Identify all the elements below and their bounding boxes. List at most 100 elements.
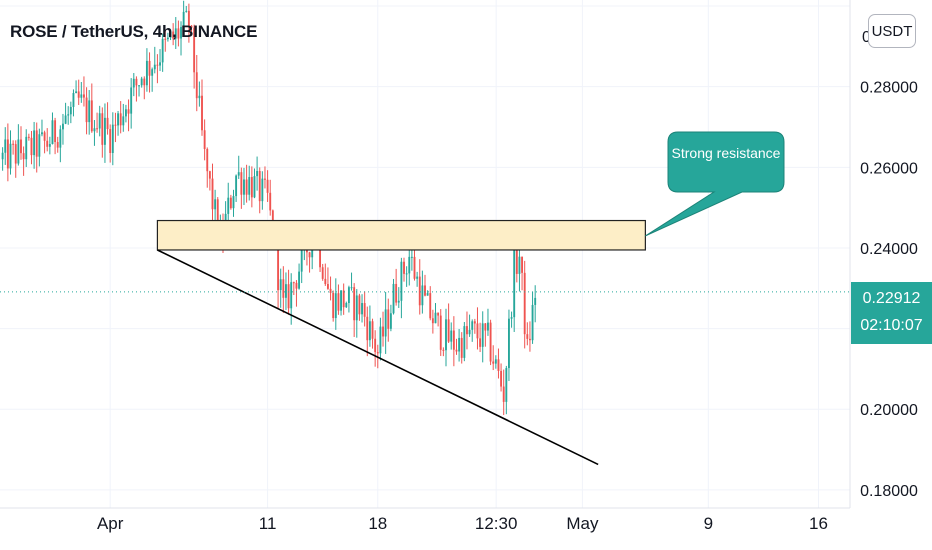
- candle: [35, 122, 38, 173]
- candle: [240, 167, 243, 209]
- candle: [473, 318, 476, 334]
- y-tick-label: 0.28000: [860, 80, 918, 97]
- candle: [27, 133, 30, 141]
- candle: [111, 112, 114, 166]
- candle: [487, 308, 489, 336]
- candle: [25, 129, 28, 167]
- candle: [214, 189, 217, 226]
- candle: [14, 140, 17, 178]
- candle: [248, 165, 251, 201]
- candle: [159, 49, 161, 72]
- candle: [526, 322, 529, 346]
- candle: [130, 78, 133, 129]
- candle: [326, 267, 329, 290]
- candle: [67, 106, 70, 125]
- candle: [528, 321, 531, 352]
- candle: [229, 194, 232, 210]
- candle: [51, 112, 54, 145]
- candle: [458, 328, 461, 362]
- candle: [361, 294, 363, 323]
- x-tick-label: Apr: [97, 514, 124, 533]
- candle: [447, 303, 450, 343]
- candle: [298, 263, 301, 290]
- candle: [148, 52, 151, 93]
- candle: [135, 76, 138, 102]
- y-tick-label-clipped: 0: [862, 29, 871, 46]
- candle: [329, 276, 332, 301]
- candle: [355, 289, 358, 338]
- bar-countdown: 02:10:07: [860, 317, 923, 334]
- candle: [48, 136, 51, 155]
- candle: [69, 101, 72, 124]
- candle: [30, 130, 33, 165]
- annotation-callout[interactable]: [645, 131, 785, 237]
- candle: [379, 317, 382, 361]
- candle: [22, 146, 25, 176]
- x-tick-label: 18: [368, 514, 387, 533]
- candle: [193, 24, 196, 89]
- candle: [426, 290, 429, 296]
- candle: [400, 257, 403, 319]
- y-axis: 0.18000 0.20000 0.24000 0.26000 0.28000 0: [860, 29, 918, 500]
- candle: [431, 309, 434, 334]
- candle: [269, 179, 272, 216]
- candle: [187, 3, 190, 43]
- annotation-text: Strong resistance: [671, 145, 781, 161]
- candle: [64, 102, 67, 125]
- candle: [132, 73, 135, 97]
- support-trendline[interactable]: [157, 249, 599, 466]
- candle: [308, 251, 311, 273]
- candle: [476, 307, 479, 350]
- candle: [6, 123, 9, 182]
- candle: [484, 323, 487, 347]
- candle: [421, 270, 424, 314]
- candle: [523, 260, 526, 349]
- candle: [4, 127, 7, 165]
- candle: [337, 284, 340, 315]
- candle: [290, 273, 293, 325]
- candle: [387, 298, 390, 342]
- candle: [156, 54, 159, 84]
- candle: [182, 0, 185, 35]
- candle: [201, 79, 203, 136]
- candle: [33, 121, 36, 169]
- candle: [494, 355, 497, 369]
- candle: [114, 112, 117, 143]
- candle: [90, 83, 93, 133]
- candle: [232, 189, 235, 217]
- candle: [502, 369, 505, 416]
- candle: [203, 119, 206, 161]
- candle: [350, 272, 353, 291]
- candle: [106, 102, 109, 135]
- candle: [127, 99, 130, 132]
- candle: [439, 309, 442, 356]
- candle: [88, 90, 91, 135]
- candle: [418, 259, 421, 315]
- candle: [143, 76, 146, 100]
- candle: [177, 20, 180, 47]
- candle: [12, 140, 15, 155]
- candle: [174, 17, 177, 49]
- candle: [164, 29, 167, 52]
- x-tick-label: May: [566, 514, 599, 533]
- chart-grid: [0, 0, 850, 508]
- x-tick-label: 16: [809, 514, 828, 533]
- x-axis: Apr 11 18 12:30 May 9 16: [97, 514, 828, 533]
- candle: [371, 318, 374, 349]
- currency-button[interactable]: USDT: [868, 14, 916, 48]
- candle: [166, 32, 169, 42]
- candle: [452, 316, 455, 367]
- x-tick-label: 9: [704, 514, 713, 533]
- candle: [43, 130, 46, 154]
- candle: [62, 113, 64, 145]
- candle: [195, 54, 198, 112]
- candle: [368, 305, 371, 347]
- candle: [9, 130, 12, 175]
- candle: [109, 124, 112, 163]
- resistance-zone[interactable]: [156, 219, 646, 251]
- candle: [324, 263, 327, 286]
- candle: [366, 306, 369, 357]
- candle: [264, 166, 266, 189]
- y-tick-label: 0.18000: [860, 483, 918, 500]
